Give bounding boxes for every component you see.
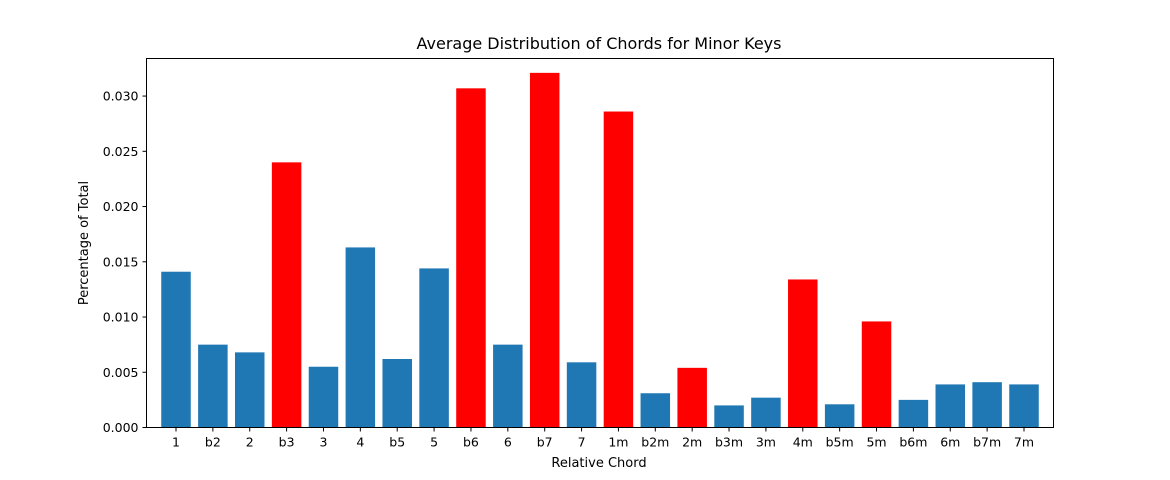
plot-frame <box>146 58 1054 428</box>
x-tick-label: 4m <box>793 435 813 450</box>
y-tick-label: 0.000 <box>103 420 139 435</box>
y-axis-label: Percentage of Total <box>77 181 92 305</box>
x-tick-label: 2m <box>682 435 702 450</box>
x-tick-label: b5m <box>826 435 854 450</box>
x-tick-label: 7m <box>1014 435 1034 450</box>
bar-4m <box>788 279 818 428</box>
bar-b6m <box>898 399 929 428</box>
x-tick-label: 5 <box>430 435 438 450</box>
x-tick-label: b3m <box>715 435 743 450</box>
bar-b7 <box>529 72 560 428</box>
bar-b3m <box>714 405 744 428</box>
x-tick-label: 3 <box>319 435 327 450</box>
bar-2 <box>234 352 265 428</box>
x-tick-label: b3 <box>279 435 295 450</box>
bar-1 <box>161 271 191 428</box>
x-tick-label: b2 <box>205 435 221 450</box>
bar-b5m <box>824 404 855 428</box>
x-tick-label: b7m <box>973 435 1001 450</box>
x-tick-label: 6 <box>504 435 512 450</box>
x-tick-label: 7 <box>578 435 586 450</box>
x-tick-label: 2 <box>246 435 254 450</box>
bar-5m <box>861 321 892 428</box>
x-tick-label: 4 <box>356 435 364 450</box>
x-tick-label: b2m <box>641 435 669 450</box>
bar-3 <box>308 366 339 428</box>
x-tick-label: b6m <box>899 435 927 450</box>
bar-b5 <box>382 359 412 428</box>
x-tick-label: b7 <box>537 435 553 450</box>
bar-7 <box>566 362 597 428</box>
x-tick-label: b6 <box>463 435 479 450</box>
bar-4 <box>345 247 376 428</box>
x-tick-label: 6m <box>940 435 960 450</box>
bar-1m <box>603 111 634 428</box>
y-tick-label: 0.030 <box>103 89 139 104</box>
bar-5 <box>419 268 449 428</box>
bar-b3 <box>271 162 302 428</box>
x-tick-label: 1m <box>608 435 628 450</box>
bar-b2 <box>198 344 228 428</box>
bar-6 <box>493 344 523 428</box>
x-tick-label: 3m <box>756 435 776 450</box>
bar-3m <box>751 397 781 428</box>
chart-title: Average Distribution of Chords for Minor… <box>417 34 782 53</box>
x-axis-label: Relative Chord <box>551 456 646 471</box>
y-tick-label: 0.020 <box>103 199 139 214</box>
bar-b7m <box>972 382 1002 428</box>
x-tick-label: 1 <box>172 435 180 450</box>
y-tick-label: 0.005 <box>103 365 139 380</box>
bar-series <box>161 72 1039 428</box>
bar-b6 <box>456 88 486 428</box>
y-tick-label: 0.025 <box>103 144 139 159</box>
y-tick-label: 0.010 <box>103 310 139 325</box>
bar-7m <box>1009 384 1039 428</box>
y-tick-label: 0.015 <box>103 254 139 269</box>
bar-b2m <box>640 393 671 428</box>
x-tick-label: 5m <box>866 435 886 450</box>
bar-2m <box>677 367 707 428</box>
x-axis-ticks: 1 b2 2 b3 3 4 b5 5 b6 6 b7 7 1m b2m 2m b3m 3m 4m b5m 5m b6m 6… <box>172 427 1034 450</box>
bar-6m <box>935 384 966 428</box>
x-tick-label: b5 <box>389 435 405 450</box>
y-axis-ticks: 0.000 0.005 0.010 0.015 0.020 0.025 0.030 <box>103 89 147 435</box>
